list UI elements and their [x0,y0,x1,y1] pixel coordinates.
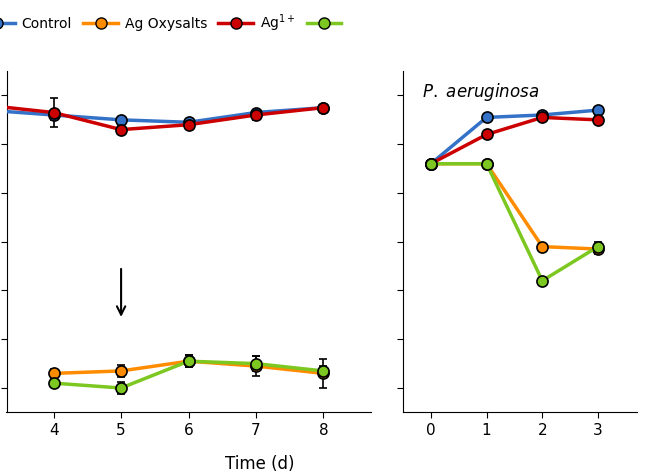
Text: $\it{P.\ aeruginosa}$: $\it{P.\ aeruginosa}$ [422,82,539,103]
Text: Time (d): Time (d) [226,455,294,473]
Legend: Control, Ag Oxysalts, Ag$^{1+}$, : Control, Ag Oxysalts, Ag$^{1+}$, [0,7,354,40]
